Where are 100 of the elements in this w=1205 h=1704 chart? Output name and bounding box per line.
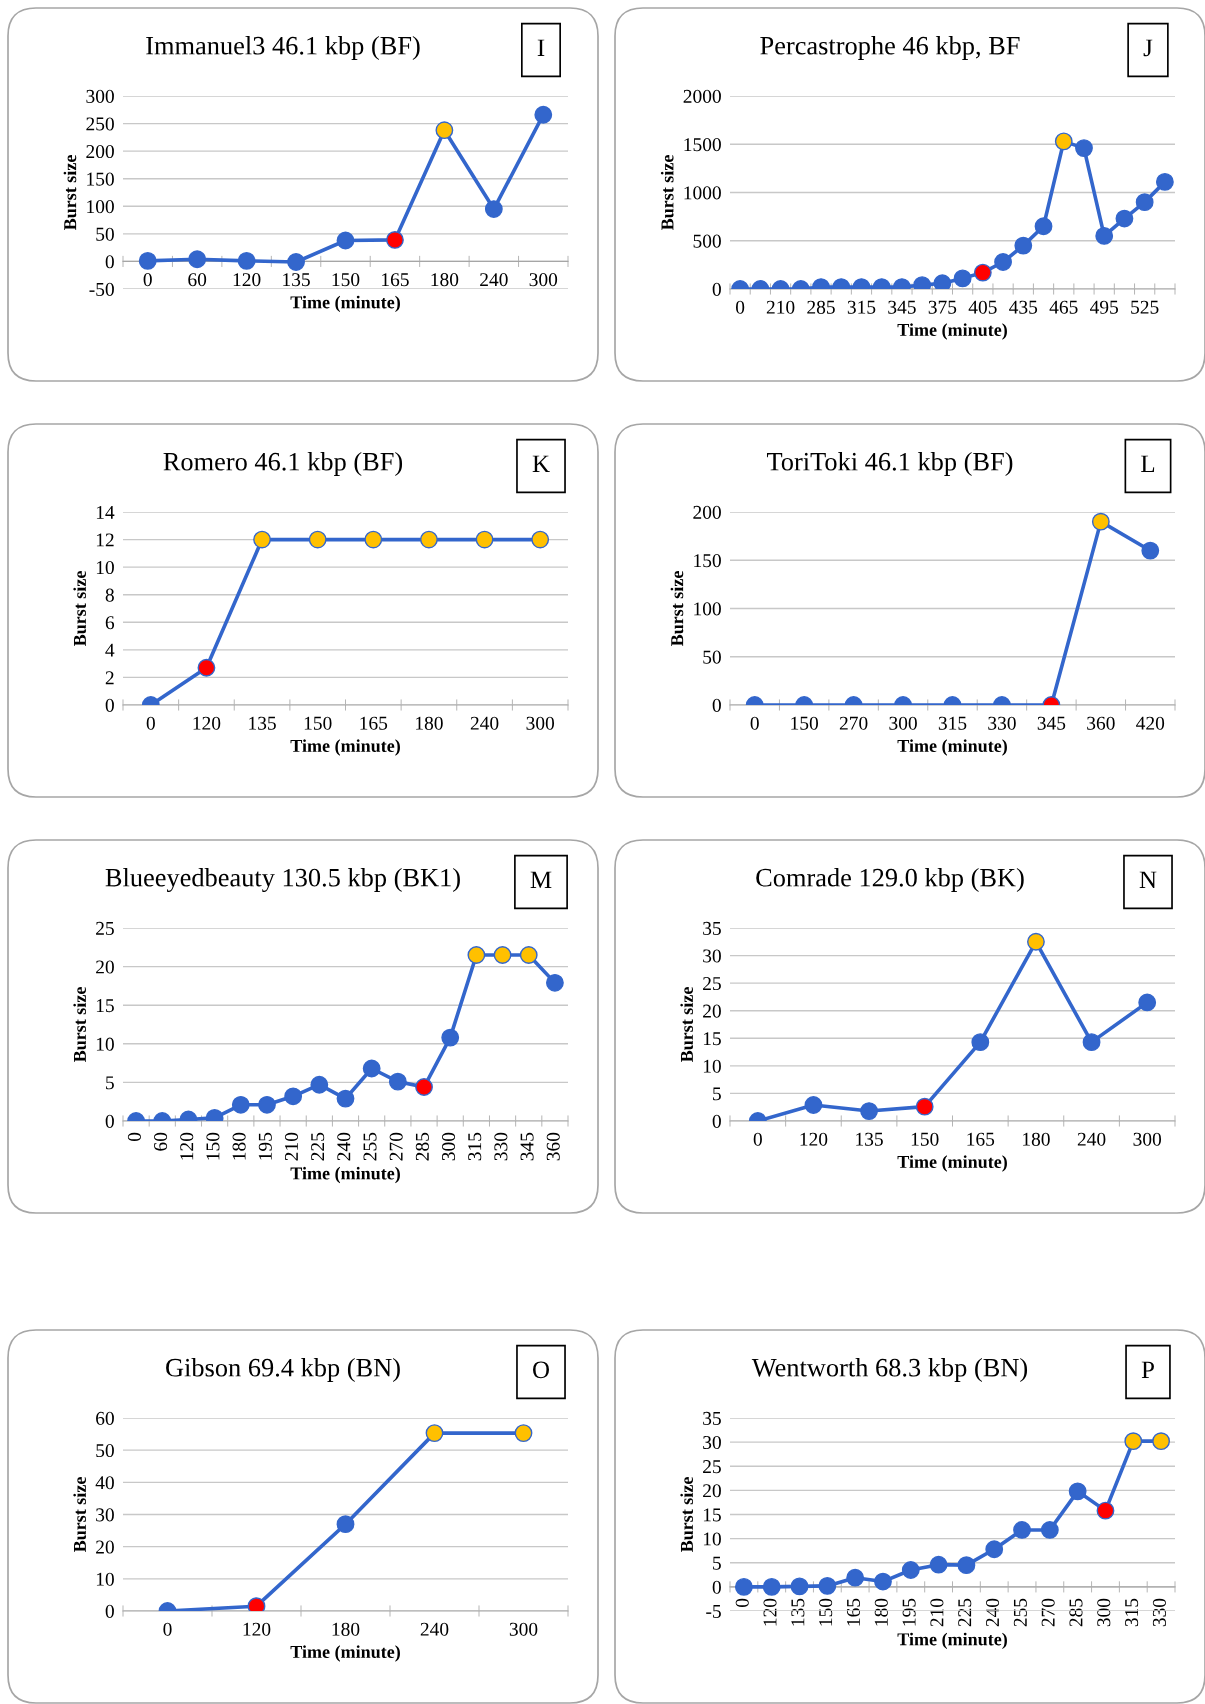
x-tick-label: 225 bbox=[958, 1598, 972, 1627]
text: J bbox=[1143, 39, 1153, 57]
x-tick-label: 345 bbox=[888, 300, 916, 314]
y-tick-label: 10 bbox=[96, 560, 114, 575]
x-tick-label: 135 bbox=[856, 1132, 883, 1146]
x-tick-label: 165 bbox=[382, 273, 409, 287]
y-tick-label: 100 bbox=[87, 200, 114, 214]
x-tick-label: 150 bbox=[332, 273, 360, 287]
x-tick-label: 300 bbox=[1097, 1598, 1111, 1627]
y-tick-label: 30 bbox=[96, 1508, 114, 1522]
x-tick-label: 300 bbox=[526, 716, 555, 730]
x-tick-label: 120 bbox=[180, 1132, 194, 1160]
chart-title: Romero 46.1 kbp (BF) bbox=[163, 452, 403, 476]
x-tick-label: 345 bbox=[520, 1132, 534, 1161]
x-tick-label: 330 bbox=[494, 1132, 508, 1161]
y-tick-label: 1000 bbox=[684, 186, 721, 200]
y-tick-label: 300 bbox=[86, 89, 114, 103]
y-tick-label: 15 bbox=[703, 1032, 721, 1046]
x-tick-label: 0 bbox=[143, 273, 152, 287]
y-axis-title: Burst size bbox=[73, 987, 87, 1063]
chart-title: Wentworth 68.3 kbp (BN) bbox=[751, 1358, 1028, 1382]
y-tick-label: 10 bbox=[703, 1059, 721, 1073]
x-tick-label: 405 bbox=[968, 300, 997, 314]
x-axis-title: Time (minute) bbox=[897, 323, 1007, 340]
x-tick-label: 375 bbox=[928, 300, 957, 314]
x-axis-title: Time (minute) bbox=[290, 739, 400, 756]
x-tick-label: 225 bbox=[311, 1132, 325, 1161]
x-tick-label: 150 bbox=[206, 1132, 220, 1160]
x-tick-label: 180 bbox=[232, 1132, 246, 1160]
y-tick-label: 1500 bbox=[684, 138, 721, 152]
x-tick-label: 150 bbox=[304, 716, 332, 730]
text: K bbox=[532, 455, 550, 473]
x-tick-label: 240 bbox=[337, 1132, 351, 1161]
x-tick-label: 240 bbox=[1077, 1132, 1106, 1146]
x-tick-label: 300 bbox=[509, 1622, 538, 1636]
x-tick-label: 150 bbox=[791, 716, 819, 730]
x-tick-label: 180 bbox=[874, 1598, 888, 1626]
x-tick-label: 240 bbox=[985, 1598, 1000, 1627]
x-tick-label: 285 bbox=[807, 300, 835, 314]
x-tick-label: 120 bbox=[800, 1132, 828, 1146]
x-tick-label: 240 bbox=[480, 273, 508, 287]
x-tick-label: 120 bbox=[233, 273, 261, 287]
x-tick-label: 300 bbox=[1133, 1132, 1162, 1146]
x-tick-label: 195 bbox=[258, 1132, 272, 1160]
x-tick-label: 0 bbox=[753, 1132, 762, 1146]
x-tick-label: 345 bbox=[1037, 716, 1066, 730]
x-tick-label: 120 bbox=[193, 716, 221, 730]
y-tick-label: 20 bbox=[96, 960, 114, 974]
y-tick-label: 10 bbox=[96, 1572, 114, 1586]
chart-title: Immanuel3 46.1 kbp (BF) bbox=[146, 36, 420, 60]
x-tick-label: 135 bbox=[791, 1598, 805, 1626]
x-tick-label: 330 bbox=[988, 716, 1016, 730]
x-tick-label: 165 bbox=[846, 1598, 861, 1626]
x-tick-label: 360 bbox=[546, 1132, 560, 1161]
x-axis-title: Time (minute) bbox=[290, 1645, 400, 1662]
y-tick-label: 4 bbox=[105, 643, 115, 657]
y-tick-label: 2000 bbox=[683, 89, 721, 103]
y-tick-label: 20 bbox=[96, 1540, 114, 1554]
y-tick-label: -50 bbox=[89, 282, 114, 296]
y-tick-label: 35 bbox=[703, 1411, 721, 1425]
x-tick-label: 0 bbox=[750, 716, 759, 730]
x-tick-label: 270 bbox=[389, 1132, 403, 1161]
x-tick-label: 0 bbox=[127, 1132, 141, 1142]
x-axis-title: Time (minute) bbox=[290, 1166, 400, 1184]
y-tick-label: 0 bbox=[712, 282, 721, 296]
y-tick-label: 150 bbox=[87, 172, 114, 186]
x-tick-label: 165 bbox=[360, 716, 388, 730]
y-tick-label: 35 bbox=[703, 921, 721, 935]
y-tick-label: 20 bbox=[703, 1004, 721, 1018]
point bbox=[933, 274, 952, 289]
y-tick-label: 15 bbox=[96, 999, 114, 1013]
y-axis-title: Burst size bbox=[63, 155, 77, 231]
x-tick-label: 285 bbox=[415, 1132, 429, 1161]
x-tick-label: 0 bbox=[163, 1622, 172, 1636]
x-tick-label: 135 bbox=[283, 273, 310, 287]
x-tick-label: 435 bbox=[1009, 300, 1038, 314]
y-tick-label: 25 bbox=[96, 921, 114, 935]
y-tick-label: 25 bbox=[703, 977, 721, 991]
y-tick-label: 50 bbox=[96, 1443, 114, 1458]
x-tick-label: 210 bbox=[766, 300, 795, 314]
y-tick-label: 50 bbox=[96, 227, 114, 241]
y-axis-title: Burst size bbox=[660, 155, 674, 231]
x-tick-label: 315 bbox=[468, 1132, 482, 1161]
x-tick-label: 315 bbox=[847, 300, 876, 314]
y-tick-label: 250 bbox=[86, 117, 114, 131]
text: L bbox=[1141, 455, 1155, 473]
y-tick-label: 60 bbox=[96, 1411, 114, 1425]
y-tick-label: 0 bbox=[712, 1114, 721, 1128]
x-tick-label: 0 bbox=[146, 716, 155, 730]
y-axis-title: Burst size bbox=[73, 571, 87, 647]
x-tick-label: 270 bbox=[839, 716, 868, 730]
x-tick-label: 165 bbox=[967, 1132, 995, 1146]
y-tick-label: 2 bbox=[105, 671, 114, 685]
x-tick-label: 240 bbox=[470, 716, 499, 730]
x-tick-label: 240 bbox=[420, 1622, 449, 1636]
x-tick-label: 420 bbox=[1136, 716, 1165, 730]
chart-title: ToriToki 46.1 kbp (BF) bbox=[766, 452, 1013, 476]
y-tick-label: 5 bbox=[106, 1076, 114, 1090]
x-tick-label: 0 bbox=[735, 1598, 749, 1607]
x-tick-label: 60 bbox=[154, 1132, 168, 1151]
